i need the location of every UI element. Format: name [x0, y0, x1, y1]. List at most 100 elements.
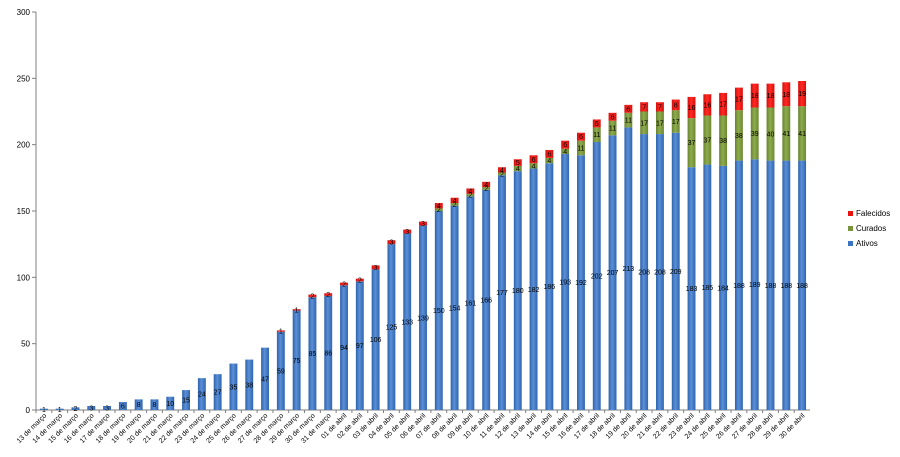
- bar-segment-falecidos: [687, 96, 696, 119]
- data-label-curados: 40: [767, 132, 775, 139]
- data-label-ativos: 10: [166, 401, 174, 408]
- legend-label-curados: Curados: [856, 224, 886, 233]
- bar-segment-falecidos: [450, 197, 459, 204]
- bar-segment-ativos: [39, 408, 48, 410]
- bar-segment-falecidos: [766, 83, 775, 108]
- data-label-falecidos: 2: [326, 292, 330, 299]
- y-tick-label: 250: [17, 74, 31, 83]
- y-tick-label: 0: [26, 406, 31, 415]
- bar-segment-curados: [498, 172, 506, 176]
- data-label-curados: 11: [593, 132, 600, 139]
- bar-segment-falecidos: [640, 102, 649, 112]
- y-tick-label: 50: [21, 340, 30, 349]
- data-label-curados: 4: [547, 158, 551, 165]
- bar-segment-ativos: [592, 142, 601, 410]
- bar-segment-curados: [671, 110, 680, 133]
- data-label-ativos: 15: [182, 398, 190, 405]
- bar-segment-ativos: [182, 390, 191, 410]
- bar-segment-ativos: [213, 374, 222, 410]
- data-label-falecidos: 3: [389, 240, 393, 247]
- data-label-ativos: 192: [575, 280, 587, 287]
- data-label-falecidos: 6: [611, 114, 615, 121]
- data-label-falecidos: 16: [688, 105, 696, 112]
- bar-segment-ativos: [419, 225, 427, 410]
- data-label-falecidos: 16: [703, 102, 711, 109]
- bar-segment-curados: [687, 118, 696, 168]
- bar-segment-falecidos: [466, 188, 475, 194]
- data-label-curados: 37: [703, 138, 711, 145]
- bar-segment-ativos: [782, 160, 791, 410]
- bar-segment-ativos: [703, 164, 712, 410]
- data-label-curados: 41: [782, 131, 790, 138]
- bar-segment-ativos: [87, 406, 96, 410]
- bar-segment-falecidos: [608, 112, 617, 121]
- data-label-curados: 4: [532, 163, 536, 170]
- bar-segment-ativos: [640, 134, 649, 410]
- data-label-falecidos: 6: [532, 157, 536, 164]
- bar-segment-ativos: [324, 295, 333, 410]
- data-label-falecidos: 7: [642, 104, 646, 111]
- data-label-curados: 11: [609, 126, 616, 133]
- bar-segment-falecidos: [592, 119, 601, 128]
- bar-segment-ativos: [118, 402, 127, 410]
- legend-label-falecidos: Falecidos: [856, 209, 890, 218]
- data-label-ativos: 139: [417, 315, 429, 322]
- bar-segment-curados: [545, 157, 554, 164]
- data-label-falecidos: 8: [674, 102, 678, 109]
- bar-segment-falecidos: [513, 159, 522, 166]
- y-tick-label: 100: [17, 273, 31, 282]
- data-label-ativos: 185: [701, 285, 713, 292]
- data-label-ativos: 202: [591, 274, 603, 281]
- bar-segment-falecidos: [719, 92, 728, 116]
- data-label-ativos: 183: [686, 286, 698, 293]
- bar-segment-falecidos: [498, 167, 506, 173]
- data-label-curados: 11: [577, 145, 584, 152]
- bar-segment-curados: [561, 148, 570, 154]
- data-label-falecidos: 4: [437, 203, 441, 210]
- bar-segment-falecidos: [624, 104, 633, 113]
- y-tick-label: 150: [17, 207, 31, 216]
- bar-segment-falecidos: [545, 149, 554, 158]
- data-label-ativos: 188: [796, 283, 808, 290]
- data-label-falecidos: 1: [279, 329, 283, 336]
- bar-segment-ativos: [608, 135, 617, 410]
- bar-segment-ativos: [276, 331, 285, 410]
- bar-segment-curados: [766, 107, 775, 161]
- data-label-curados: 17: [656, 120, 664, 127]
- data-label-ativos: 188: [765, 283, 777, 290]
- bar-segment-ativos: [371, 269, 380, 410]
- data-label-falecidos: 6: [579, 134, 583, 141]
- data-label-curados: 17: [640, 120, 648, 127]
- bar-segment-curados: [450, 203, 459, 206]
- bar-segment-falecidos: [782, 82, 791, 107]
- data-label-ativos: 193: [559, 279, 571, 286]
- data-label-curados: 2: [437, 207, 441, 214]
- bar-segment-curados: [592, 127, 601, 143]
- bar-segment-falecidos: [671, 99, 680, 111]
- data-label-falecidos: 17: [735, 96, 743, 103]
- bar-segment-ativos: [798, 160, 807, 410]
- data-label-curados: 39: [751, 131, 759, 138]
- data-label-falecidos: 4: [468, 189, 472, 196]
- bar-segment-curados: [482, 187, 491, 190]
- data-label-ativos: 35: [230, 384, 238, 391]
- bar-segment-curados: [513, 165, 522, 172]
- data-label-ativos: 161: [465, 301, 477, 308]
- data-label-ativos: 186: [544, 284, 556, 291]
- data-label-curados: 41: [798, 131, 806, 138]
- data-label-falecidos: 2: [358, 277, 362, 284]
- bar-segment-falecidos: [387, 240, 396, 245]
- data-label-ativos: 166: [480, 297, 492, 304]
- bar-segment-falecidos: [340, 282, 348, 286]
- bar-segment-ativos: [482, 189, 491, 410]
- data-label-falecidos: 2: [342, 281, 346, 288]
- bar-segment-falecidos: [750, 83, 759, 108]
- data-label-ativos: 184: [717, 285, 729, 292]
- bar-segment-curados: [750, 107, 759, 160]
- bar-segment-ativos: [71, 407, 80, 410]
- bar-segment-falecidos: [703, 94, 712, 116]
- data-label-ativos: 8: [153, 402, 157, 409]
- data-label-ativos: 182: [528, 287, 540, 294]
- bar-segment-curados: [703, 115, 712, 165]
- bar-segment-ativos: [103, 406, 112, 410]
